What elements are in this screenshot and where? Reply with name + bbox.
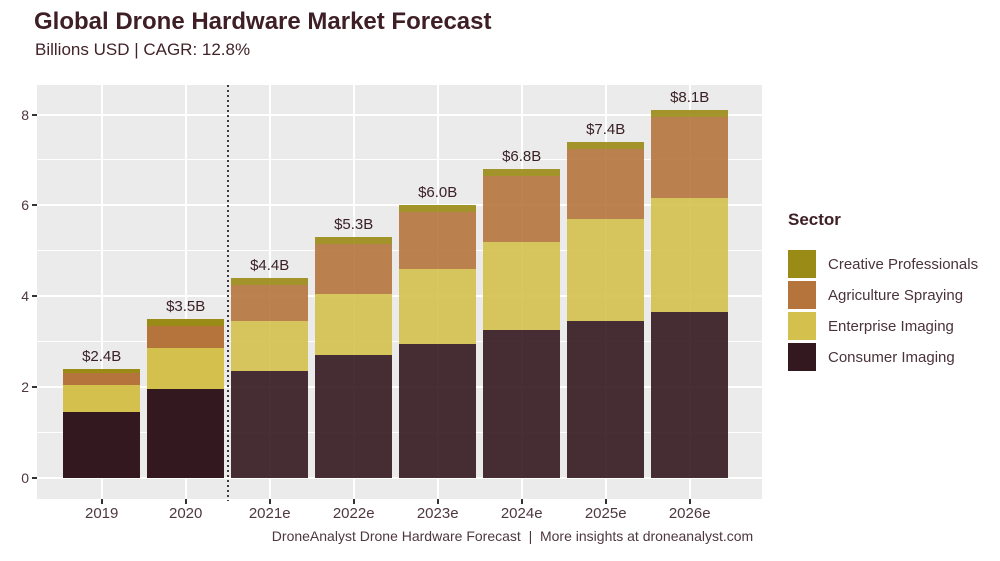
bar-segment-2024e-enterprise-imaging (483, 241, 561, 331)
legend-item-label: Agriculture Spraying (828, 286, 964, 304)
gridline-y-major (37, 113, 762, 116)
gridline-y-minor (37, 159, 762, 161)
bar-total-label: $6.0B (418, 184, 458, 202)
bar-total-label: $6.8B (502, 147, 542, 165)
gridline-x (100, 85, 103, 499)
bar-segment-2024e-agriculture-spraying (483, 175, 561, 242)
bar-segment-2023e-agriculture-spraying (399, 212, 477, 269)
bar-segment-2021e-enterprise-imaging (231, 321, 309, 371)
legend-swatch (788, 281, 816, 309)
bar-total-label: $8.1B (670, 88, 710, 106)
bar-segment-2020-creative-professionals (147, 318, 225, 326)
bar-segment-2025e-creative-professionals (567, 141, 645, 149)
bar-segment-2023e-consumer-imaging (399, 343, 477, 478)
legend: Sector Creative Professionals Agriculture… (788, 210, 998, 374)
bar-segment-2022e-enterprise-imaging (315, 293, 393, 356)
y-axis-tick (32, 295, 37, 298)
x-tick-label: 2024e (500, 505, 543, 522)
chart-subtitle: Billions USD | CAGR: 12.8% (35, 40, 251, 59)
x-axis-tick (184, 499, 187, 504)
y-axis-tick (32, 476, 37, 479)
bar-segment-2026e-consumer-imaging (651, 311, 729, 478)
legend-item-label: Consumer Imaging (828, 348, 955, 366)
x-tick-label: 2021e (248, 505, 291, 522)
bar-segment-2025e-agriculture-spraying (567, 148, 645, 219)
legend-items: Creative Professionals Agriculture Sprayi… (788, 250, 998, 371)
legend-item-label: Enterprise Imaging (828, 317, 954, 335)
bar-segment-2020-consumer-imaging (147, 389, 225, 478)
plot-panel (37, 85, 762, 499)
bar-segment-2023e-creative-professionals (399, 205, 477, 213)
bar-segment-2020-enterprise-imaging (147, 348, 225, 390)
y-tick-label: 6 (21, 197, 29, 214)
y-axis-tick (32, 204, 37, 207)
x-tick-label: 2026e (668, 505, 711, 522)
bar-segment-2021e-consumer-imaging (231, 371, 309, 478)
bar-total-label: $2.4B (82, 347, 122, 365)
y-tick-label: 2 (21, 378, 29, 395)
bar-segment-2026e-enterprise-imaging (651, 198, 729, 312)
bar-segment-2021e-creative-professionals (231, 277, 309, 285)
bar-segment-2024e-creative-professionals (483, 168, 561, 176)
bar-segment-2022e-consumer-imaging (315, 355, 393, 478)
gridline-x (184, 85, 187, 499)
x-axis-tick (100, 499, 103, 504)
x-tick-label: 2020 (169, 505, 203, 522)
x-tick-label: 2022e (332, 505, 375, 522)
legend-item-enterprise-imaging: Enterprise Imaging (788, 312, 998, 340)
y-axis-tick (32, 385, 37, 388)
bar-segment-2019-consumer-imaging (63, 411, 141, 478)
legend-title: Sector (788, 210, 841, 229)
bar-segment-2022e-creative-professionals (315, 237, 393, 244)
legend-swatch (788, 343, 816, 371)
bar-segment-2019-agriculture-spraying (63, 373, 141, 385)
legend-item-creative-professionals: Creative Professionals (788, 250, 998, 278)
bar-segment-2024e-consumer-imaging (483, 330, 561, 478)
bar-segment-2026e-agriculture-spraying (651, 116, 729, 199)
bar-total-label: $4.4B (250, 256, 290, 274)
bar-total-label: $3.5B (166, 297, 206, 315)
y-tick-label: 4 (21, 288, 29, 305)
y-tick-label: 8 (21, 106, 29, 123)
x-axis-tick (268, 499, 271, 504)
bar-segment-2021e-agriculture-spraying (231, 284, 309, 322)
chart-title: Global Drone Hardware Market Forecast (34, 8, 492, 35)
x-axis-tick (604, 499, 607, 504)
y-tick-label: 0 (21, 469, 29, 486)
x-tick-label: 2019 (85, 505, 119, 522)
forecast-divider-line (226, 85, 229, 501)
legend-item-consumer-imaging: Consumer Imaging (788, 343, 998, 371)
caption: DroneAnalyst Drone Hardware Forecast | M… (271, 528, 754, 544)
legend-item-label: Creative Professionals (828, 255, 979, 273)
x-axis-tick (688, 499, 691, 504)
legend-item-agriculture-spraying: Agriculture Spraying (788, 281, 998, 309)
bar-total-label: $7.4B (586, 120, 626, 138)
x-axis-tick (436, 499, 439, 504)
bar-segment-2019-enterprise-imaging (63, 384, 141, 412)
x-tick-label: 2025e (584, 505, 627, 522)
bar-segment-2019-creative-professionals (63, 368, 141, 374)
bar-segment-2025e-enterprise-imaging (567, 218, 645, 322)
bar-segment-2026e-creative-professionals (651, 109, 729, 117)
x-axis-tick (352, 499, 355, 504)
x-tick-label: 2023e (416, 505, 459, 522)
legend-swatch (788, 250, 816, 278)
x-axis-tick (520, 499, 523, 504)
bar-segment-2020-agriculture-spraying (147, 325, 225, 349)
y-axis-tick (32, 113, 37, 116)
legend-swatch (788, 312, 816, 340)
bar-segment-2025e-consumer-imaging (567, 321, 645, 478)
gridline-y-major (37, 476, 762, 479)
bar-segment-2022e-agriculture-spraying (315, 243, 393, 294)
bar-total-label: $5.3B (334, 216, 374, 234)
bar-segment-2023e-enterprise-imaging (399, 268, 477, 344)
